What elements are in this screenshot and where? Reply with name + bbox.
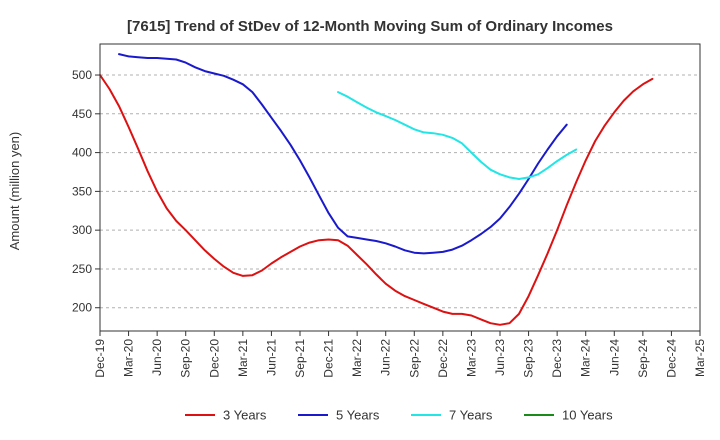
- x-tick-label: Mar-20: [122, 339, 136, 377]
- x-tick-label: Sep-21: [293, 339, 307, 378]
- chart-title: [7615] Trend of StDev of 12-Month Moving…: [127, 18, 613, 35]
- legend-label: 5 Years: [336, 408, 380, 423]
- x-tick-label: Sep-22: [407, 339, 421, 378]
- x-tick-label: Dec-23: [550, 339, 564, 378]
- series-line-3: [337, 91, 578, 180]
- x-tick-label: Jun-24: [607, 339, 621, 376]
- x-axis-ticks: Dec-19 Mar-20 Jun-20 Sep-20 Dec-20 Mar-21 Jun-…: [93, 331, 707, 378]
- legend-label: 7 Years: [449, 408, 493, 423]
- x-tick-label: Dec-19: [93, 339, 107, 378]
- y-tick-label: 350: [72, 184, 92, 198]
- y-tick-label: 400: [72, 146, 92, 160]
- x-tick-label: Mar-24: [579, 339, 593, 377]
- x-tick-label: Dec-22: [436, 339, 450, 378]
- y-tick-label: 200: [72, 301, 92, 315]
- series-lines: [99, 53, 654, 326]
- plot-area: [99, 43, 701, 332]
- x-tick-label: Jun-21: [264, 339, 278, 376]
- x-tick-label: Mar-21: [236, 339, 250, 377]
- y-tick-label: 450: [72, 107, 92, 121]
- gridlines: [100, 74, 700, 309]
- x-tick-label: Dec-20: [207, 339, 221, 378]
- legend: 3 Years 5 Years 7 Years 10 Years: [185, 408, 613, 423]
- x-tick-label: Mar-25: [693, 339, 707, 377]
- y-tick-label: 500: [72, 68, 92, 82]
- x-tick-label: Dec-21: [322, 339, 336, 378]
- x-tick-label: Sep-23: [522, 339, 536, 378]
- series-line-1: [99, 74, 654, 326]
- series-line-2: [118, 53, 568, 255]
- y-tick-label: 300: [72, 223, 92, 237]
- legend-label: 3 Years: [223, 408, 267, 423]
- y-axis-ticks: 200 250 300 350 400 450 500: [72, 68, 100, 315]
- x-tick-label: Jun-22: [379, 339, 393, 376]
- x-tick-label: Mar-22: [350, 339, 364, 377]
- x-tick-label: Jun-23: [493, 339, 507, 376]
- y-axis-label: Amount (million yen): [7, 132, 22, 251]
- x-tick-label: Sep-24: [636, 339, 650, 378]
- x-tick-label: Mar-23: [464, 339, 478, 377]
- x-tick-label: Sep-20: [179, 339, 193, 378]
- x-tick-label: Jun-20: [150, 339, 164, 376]
- legend-label: 10 Years: [562, 408, 613, 423]
- x-tick-label: Dec-24: [664, 339, 678, 378]
- y-tick-label: 250: [72, 262, 92, 276]
